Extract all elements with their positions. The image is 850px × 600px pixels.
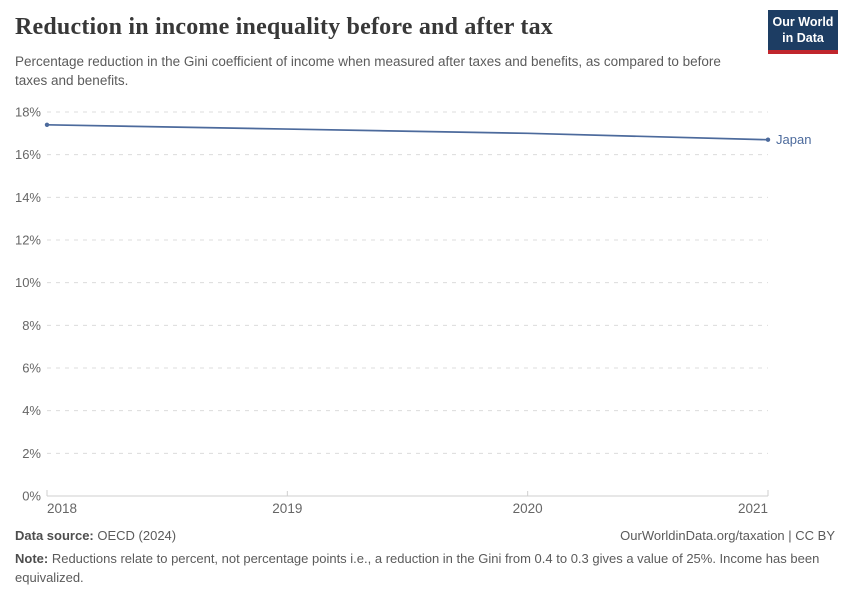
data-source: Data source: OECD (2024) (15, 528, 176, 543)
series-label-japan[interactable]: Japan (776, 132, 811, 147)
x-tick-label-2018: 2018 (47, 501, 77, 516)
series-point-japan-last[interactable] (765, 137, 771, 142)
y-tick-label-2: 2% (22, 446, 41, 461)
owid-logo-line1: Our World (772, 15, 834, 29)
y-tick-label-0: 0% (22, 489, 41, 504)
x-tick-label-2020: 2020 (513, 501, 543, 516)
y-tick-label-18: 18% (15, 105, 41, 120)
y-tick-label-14: 14% (15, 190, 41, 205)
data-source-label: Data source: (15, 528, 94, 543)
y-tick-label-10: 10% (15, 275, 41, 290)
chart-subtitle: Percentage reduction in the Gini coeffic… (15, 54, 721, 89)
data-source-text: OECD (2024) (93, 528, 177, 543)
credit-link[interactable]: OurWorldinData.org/taxation | CC BY (620, 528, 835, 543)
y-tick-label-4: 4% (22, 403, 41, 418)
y-tick-label-6: 6% (22, 361, 41, 376)
x-tick-label-2021: 2021 (738, 501, 768, 516)
y-tick-label-16: 16% (15, 147, 41, 162)
series-point-japan-first[interactable] (44, 122, 50, 128)
note-text: Reductions relate to percent, not percen… (15, 551, 820, 585)
chart-footer: Data source: OECD (2024) OurWorldinData.… (15, 528, 835, 588)
y-tick-label-8: 8% (22, 318, 41, 333)
x-tick-label-2019: 2019 (272, 501, 302, 516)
page-title: Reduction in income inequality before an… (15, 14, 553, 40)
chart-note: Note: Reductions relate to percent, not … (15, 550, 835, 588)
chart-canvas: 0% 2% 4% 6% 8% 10% 12% 14% 16% 18% 2018 2019 2020 202… (15, 105, 811, 517)
series-line-japan[interactable] (46, 123, 769, 141)
note-label: Note: (15, 551, 49, 566)
owid-logo[interactable]: Our World in Data (768, 10, 838, 55)
owid-logo-line2: in Data (782, 30, 824, 45)
y-tick-label-12: 12% (15, 233, 41, 248)
